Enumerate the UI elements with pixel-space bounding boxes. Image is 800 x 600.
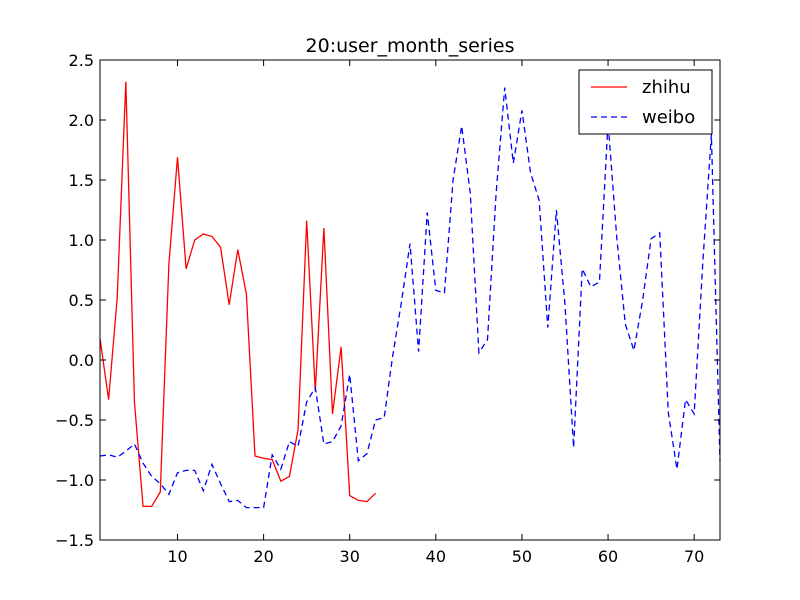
x-tick-label: 60	[598, 547, 618, 566]
x-tick-label: 10	[167, 547, 187, 566]
series-layer	[99, 81, 721, 509]
y-tick-label: −1.5	[55, 531, 94, 550]
x-tick-label: 30	[340, 547, 360, 566]
y-tick-label: −1.0	[55, 471, 94, 490]
x-tick-label: 40	[426, 547, 446, 566]
y-tick-label: 1.0	[69, 231, 94, 250]
chart-title: 20:user_month_series	[306, 35, 515, 57]
y-tick-label: −0.5	[55, 411, 94, 430]
y-tick-label: 1.5	[69, 171, 94, 190]
y-tick-label: 2.0	[69, 111, 94, 130]
x-tick-label: 20	[253, 547, 273, 566]
y-tick-label: 2.5	[69, 51, 94, 70]
y-tick-label: 0.0	[69, 351, 94, 370]
legend: zhihu weibo	[578, 69, 713, 135]
series-line-zhihu	[99, 81, 377, 508]
plot-area	[100, 60, 720, 540]
legend-box	[578, 69, 713, 135]
x-tick-label: 50	[512, 547, 532, 566]
axis-ticks: 10 20 30 40 50 60 70 −1.5 −1.0 −0.5 0.0 0.5 1.0 1.5 2.…	[55, 51, 720, 566]
y-tick-label: 0.5	[69, 291, 94, 310]
x-tick-label: 70	[684, 547, 704, 566]
legend-label-weibo: weibo	[642, 107, 695, 128]
series-line-weibo	[99, 87, 721, 509]
legend-label-zhihu: zhihu	[642, 77, 691, 98]
